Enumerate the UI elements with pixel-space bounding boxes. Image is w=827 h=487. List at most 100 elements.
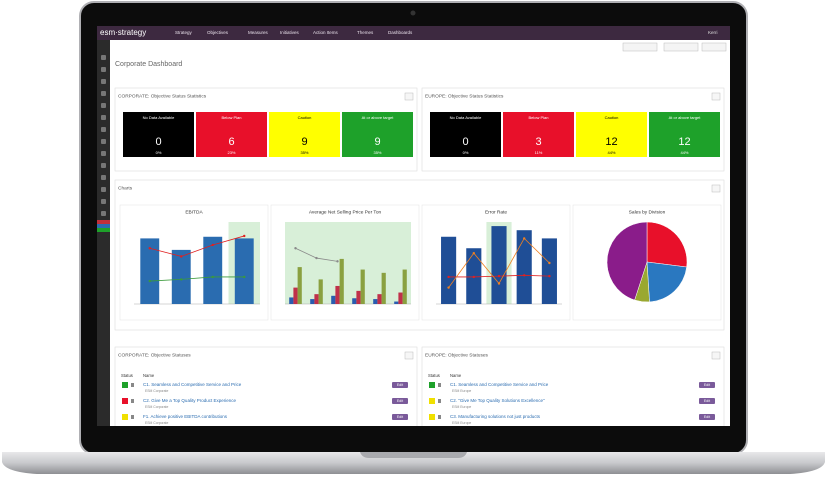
sidebar-icon[interactable] xyxy=(101,163,106,168)
user-name[interactable]: Kerri xyxy=(708,30,718,35)
base-notch xyxy=(360,452,467,458)
sidebar-icon[interactable] xyxy=(101,151,106,156)
panel-toggle[interactable] xyxy=(711,184,721,193)
objective-name[interactable]: C2. Give Me a Top Quality Product Experi… xyxy=(143,398,236,403)
status-icon xyxy=(429,398,435,404)
objective-owner: ESM Corporate xyxy=(145,389,168,393)
objective-name[interactable]: F1. Achieve positive EBITDA contribution… xyxy=(143,414,228,419)
bar xyxy=(402,269,407,304)
nav-item[interactable]: Initiatives xyxy=(280,30,300,35)
objective-name[interactable]: C1. Seamless and Competitive Service and… xyxy=(450,382,549,387)
sidebar-icon[interactable] xyxy=(101,211,106,216)
status-icon xyxy=(122,382,128,388)
sidebar-icon[interactable] xyxy=(101,175,106,180)
bar xyxy=(297,267,302,304)
objective-name[interactable]: C1. Seamless and Competitive Service and… xyxy=(143,382,242,387)
owner-icon xyxy=(438,415,441,419)
edit-label[interactable]: Edit xyxy=(704,399,710,403)
sidebar xyxy=(97,40,110,426)
bar xyxy=(140,238,160,304)
bar xyxy=(331,295,336,304)
sidebar-icon[interactable] xyxy=(101,79,106,84)
toolbar-buttons[interactable] xyxy=(622,42,658,52)
bar xyxy=(289,297,294,304)
sidebar-icon[interactable] xyxy=(101,115,106,120)
panel-toggle[interactable] xyxy=(711,92,721,101)
page-title: Corporate Dashboard xyxy=(115,61,182,68)
edit-label[interactable]: Edit xyxy=(704,383,710,387)
bar xyxy=(335,285,340,304)
objective-name[interactable]: C2. "Give Me Top Quality Solutions Excel… xyxy=(450,398,545,403)
bar xyxy=(356,290,361,304)
edit-label[interactable]: Edit xyxy=(397,415,403,419)
sidebar-icon[interactable] xyxy=(101,91,106,96)
objective-owner: ESM Europe xyxy=(452,389,471,393)
tile-count: 3 xyxy=(535,136,541,148)
pie-slice xyxy=(646,221,688,268)
objective-owner: ESM Europe xyxy=(452,405,471,409)
pie-slice xyxy=(606,221,648,301)
panel-toggle[interactable] xyxy=(711,351,721,360)
tile-label: At or above target xyxy=(362,115,395,120)
status-icon xyxy=(429,382,435,388)
status-icon xyxy=(122,398,128,404)
logo[interactable]: esm·strategy xyxy=(100,28,146,37)
edit-label[interactable]: Edit xyxy=(397,399,403,403)
objective-owner: ESM Corporate xyxy=(145,405,168,409)
edit-button[interactable] xyxy=(392,398,408,404)
camera xyxy=(410,10,416,16)
nav-item[interactable]: Strategy xyxy=(175,30,193,35)
edit-button[interactable] xyxy=(392,382,408,388)
edit-button[interactable] xyxy=(392,414,408,420)
sidebar-icon[interactable] xyxy=(101,187,106,192)
laptop-base xyxy=(2,452,825,474)
tile-percent: 44% xyxy=(680,150,688,155)
highlight-band xyxy=(285,222,411,304)
nav-item[interactable]: Dashboards xyxy=(388,30,413,35)
tile-label: Caution xyxy=(605,115,619,120)
panel-title: CORPORATE: Objective Status Statistics xyxy=(118,93,207,99)
refresh-buttons[interactable] xyxy=(701,42,727,52)
sidebar-icon[interactable] xyxy=(101,139,106,144)
line xyxy=(149,235,245,257)
owner-icon xyxy=(438,383,441,387)
edit-button[interactable] xyxy=(699,414,715,420)
bar xyxy=(441,236,457,304)
line xyxy=(448,274,550,278)
tile-percent: 35% xyxy=(373,150,381,155)
panel-toggle[interactable] xyxy=(404,351,414,360)
objective-name[interactable]: C3. Manufacturing solutions not just pro… xyxy=(450,414,541,419)
sidebar-icon[interactable] xyxy=(101,127,106,132)
bar xyxy=(394,301,399,304)
sidebar-strip xyxy=(97,220,110,224)
sidebar-icon[interactable] xyxy=(101,103,106,108)
status-tile xyxy=(123,112,194,157)
edit-label[interactable]: Edit xyxy=(397,383,403,387)
nav-item[interactable]: Themes xyxy=(357,30,374,35)
edit-label[interactable]: Edit xyxy=(704,415,710,419)
tile-count: 6 xyxy=(228,136,234,148)
edit-button[interactable] xyxy=(699,382,715,388)
status-tile xyxy=(503,112,574,157)
sidebar-icon[interactable] xyxy=(101,67,106,72)
export-buttons[interactable] xyxy=(663,42,699,52)
panel-toggle[interactable] xyxy=(404,92,414,101)
edit-button[interactable] xyxy=(699,398,715,404)
sidebar-icon[interactable] xyxy=(101,199,106,204)
nav-item[interactable]: Action Items xyxy=(313,30,339,35)
owner-icon xyxy=(131,415,134,419)
sidebar-icon[interactable] xyxy=(101,55,106,60)
bar xyxy=(360,269,365,304)
top-nav xyxy=(97,26,730,40)
panel-title: EUROPE: Objective Status Statistics xyxy=(425,93,504,99)
nav-item[interactable]: Objectives xyxy=(207,30,229,35)
tile-label: No Data Available xyxy=(450,115,483,120)
tile-count: 0 xyxy=(462,136,468,148)
nav-item[interactable]: Measures xyxy=(248,30,269,35)
tile-percent: 44% xyxy=(607,150,615,155)
line xyxy=(295,247,338,262)
chart-title: Average Net Selling Price Per Ton xyxy=(309,209,382,215)
status-icon xyxy=(122,414,128,420)
bar xyxy=(234,238,254,304)
status-icon xyxy=(429,414,435,420)
